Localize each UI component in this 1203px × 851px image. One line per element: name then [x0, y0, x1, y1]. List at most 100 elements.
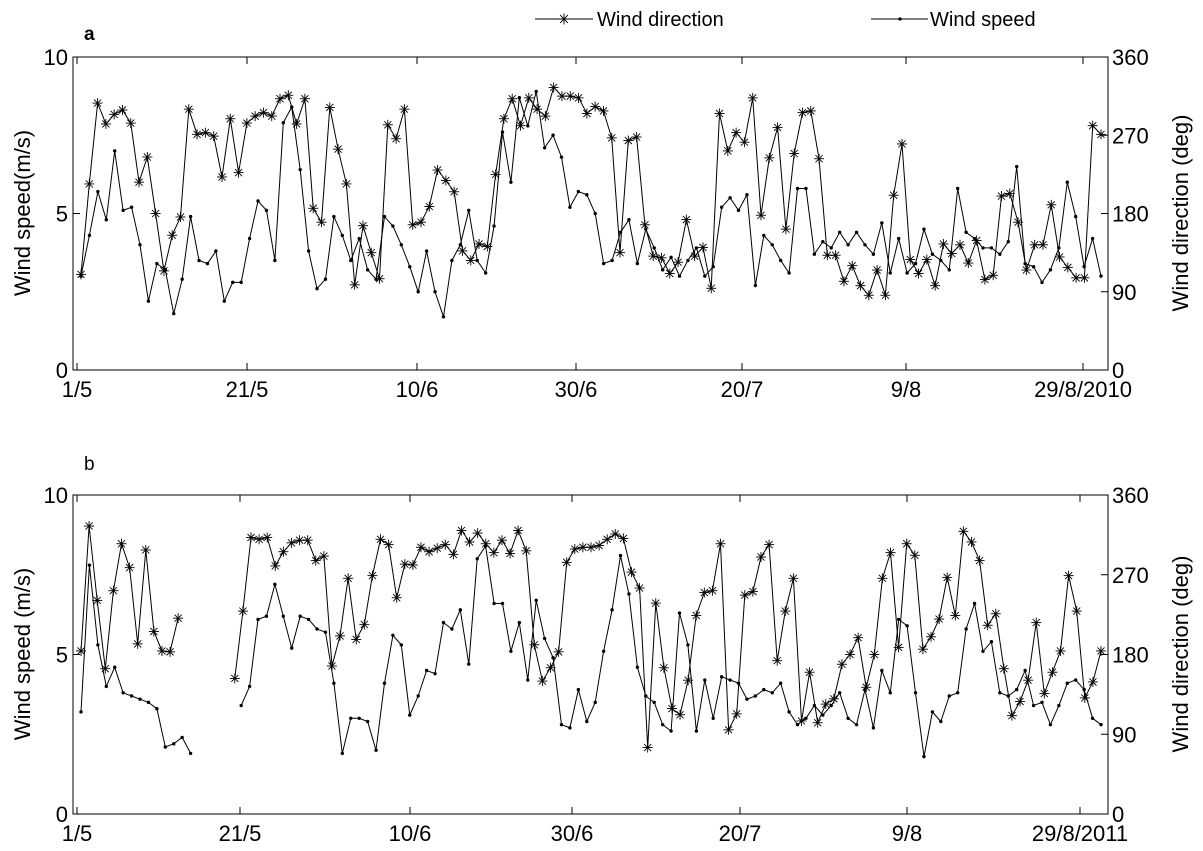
wind-speed-point [880, 668, 884, 673]
wind-speed-point [669, 255, 673, 260]
wind-direction-point [739, 590, 750, 601]
wind-direction-point [697, 242, 708, 253]
wind-speed-point [972, 601, 977, 606]
wind-speed-point [998, 691, 1002, 695]
right-tick-label: 360 [1112, 483, 1149, 508]
wind-speed-point [998, 252, 1002, 256]
wind-direction-point [270, 560, 281, 571]
panel-b-plot-frame [72, 494, 1109, 815]
wind-speed-point [896, 236, 901, 241]
wind-direction-point [691, 610, 702, 621]
wind-speed-point [947, 268, 951, 272]
wind-direction-point [382, 119, 393, 130]
wind-direction-point [165, 646, 176, 657]
wind-speed-point [989, 640, 994, 644]
wind-speed-point [79, 710, 83, 714]
wind-speed-point [517, 95, 522, 100]
wind-direction-point [183, 104, 194, 115]
wind-speed-point [180, 277, 184, 281]
wind-direction-point [569, 544, 580, 555]
wind-direction-point [722, 145, 733, 156]
wind-direction-point [756, 210, 766, 221]
wind-direction-point [1071, 606, 1082, 617]
wind-direction-point [648, 251, 659, 262]
wind-speed-point [475, 258, 479, 263]
wind-speed-point [871, 252, 876, 256]
wind-speed-point [172, 742, 176, 746]
wind-speed-point [1065, 180, 1069, 184]
wind-speed-point [703, 678, 707, 682]
wind-direction-point [872, 265, 883, 276]
wind-speed-point [382, 214, 387, 219]
wind-direction-point [594, 540, 605, 551]
wind-direction-point [988, 270, 999, 281]
left-tick-label: 10 [44, 45, 68, 70]
legend-speed-label: Wind speed [930, 9, 1036, 31]
wind-speed-point [365, 719, 370, 724]
wind-speed-point [87, 233, 92, 238]
wind-direction-point [796, 715, 807, 726]
wind-speed-point [104, 684, 108, 689]
wind-direction-point [863, 290, 874, 301]
wind-speed-point [542, 636, 547, 641]
wind-speed-point [576, 189, 581, 194]
wind-direction-point [780, 224, 791, 235]
wind-speed-point [989, 246, 994, 250]
wind-direction-point [343, 573, 354, 584]
wind-direction-point [930, 280, 941, 291]
right-tick-label: 90 [1112, 280, 1136, 305]
wind-direction-point [946, 248, 957, 259]
wind-speed-point [231, 280, 235, 285]
wind-direction-point [318, 551, 329, 562]
wind-speed-point [188, 751, 193, 756]
wind-direction-point [642, 742, 653, 753]
wind-speed-point [509, 649, 513, 654]
x-tick-label: 10/6 [396, 377, 439, 402]
wind-speed-point [349, 258, 353, 263]
wind-direction-point [496, 535, 507, 546]
wind-speed-point [129, 694, 134, 698]
wind-direction-point [950, 610, 961, 621]
wind-direction-point [357, 220, 368, 231]
wind-direction-point [1021, 265, 1032, 276]
wind-direction-point [432, 165, 443, 176]
wind-speed-point [492, 224, 496, 228]
wind-direction-point [140, 544, 151, 555]
panel-a: a 0 5 10 0 90 180 270 360 1/5 21/5 10/6 30/6 20/7 9… [10, 24, 1193, 402]
wind-speed-point [888, 271, 892, 275]
wind-direction-point [772, 122, 783, 133]
wind-speed-point [787, 271, 791, 275]
wind-direction-point [100, 663, 111, 674]
wind-direction-point [664, 268, 675, 279]
wind-direction-point [1054, 251, 1065, 262]
wind-direction-point [1004, 188, 1015, 199]
x-tick-label: 20/7 [719, 821, 762, 846]
wind-speed-point [770, 243, 774, 247]
wind-direction-point [1037, 239, 1048, 250]
wind-direction-point [996, 191, 1007, 202]
wind-direction-point [639, 219, 650, 230]
wind-direction-point [706, 283, 717, 294]
wind-direction-point [480, 538, 491, 549]
wind-speed-point [1048, 268, 1053, 272]
wind-speed-point [871, 726, 876, 730]
wind-direction-point [847, 260, 858, 271]
wind-direction-point [631, 131, 642, 142]
wind-direction-point [958, 526, 969, 537]
wind-direction-point [341, 178, 352, 189]
wind-speed-point [273, 582, 277, 587]
wind-direction-point [316, 217, 327, 228]
wind-speed-point [686, 643, 690, 647]
wind-direction-point [258, 107, 269, 118]
wind-speed-point [753, 283, 758, 288]
wind-direction-point [602, 534, 613, 545]
wind-speed-point [947, 694, 951, 698]
wind-direction-point [913, 268, 924, 279]
wind-direction-point [465, 255, 476, 266]
wind-direction-point [488, 547, 499, 558]
legend-speed-marker [898, 17, 902, 21]
wind-speed-point [635, 665, 640, 669]
wind-speed-point [96, 643, 100, 647]
wind-speed-point [180, 735, 184, 740]
wind-speed-point [222, 299, 227, 303]
